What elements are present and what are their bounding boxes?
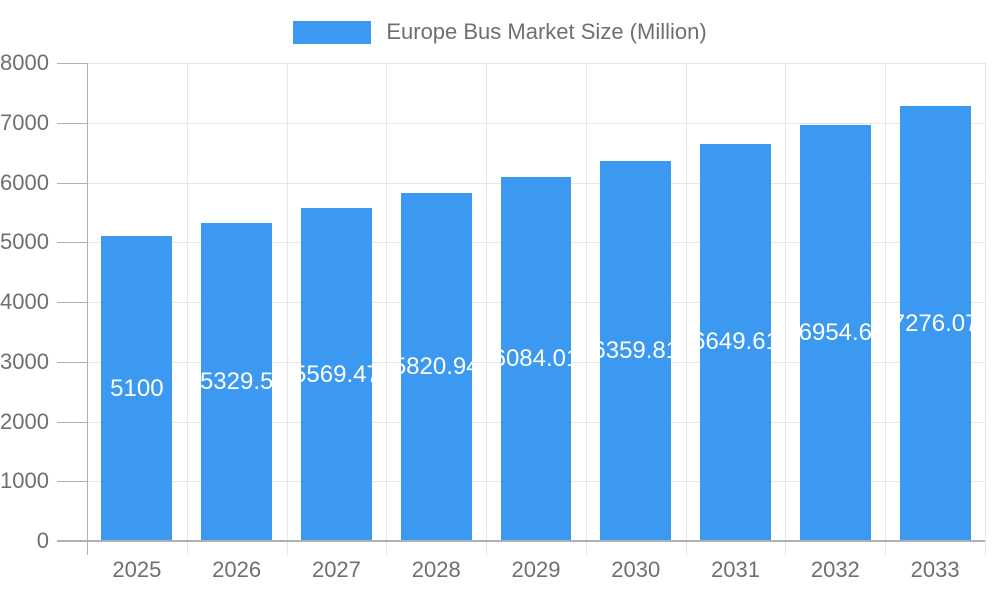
x-tick-label: 2027: [311, 557, 361, 582]
bar[interactable]: 6084.01: [500, 177, 572, 541]
x-tick-label: 2028: [411, 557, 461, 582]
y-tick-mark: [57, 481, 87, 483]
y-tick-label: 2000: [0, 408, 49, 434]
y-tick-mark: [57, 302, 87, 303]
x-gridline: [386, 63, 388, 555]
y-tick-label: 0: [36, 528, 49, 553]
x-tick-label: 2032: [810, 557, 860, 582]
x-gridline: [985, 63, 986, 555]
legend: Europe Bus Market Size (Million): [0, 19, 1000, 45]
bar-value-label: 6359.81: [600, 337, 671, 364]
bar[interactable]: 5569.47: [301, 208, 372, 541]
bar-value-label: 5820.94: [401, 353, 472, 381]
bar[interactable]: 5820.94: [400, 193, 472, 541]
x-gridline: [685, 63, 687, 555]
y-tick-label: 3000: [0, 348, 49, 374]
y-tick-label: 4000: [0, 289, 49, 314]
plot-area: 0 1000 2000 3000 4000 5000 6000 7000 8000 5100 202…: [0, 52, 986, 582]
bar[interactable]: 7276.07: [899, 106, 971, 541]
x-axis-line: [57, 540, 985, 542]
x-tick-label: 2031: [711, 557, 761, 582]
x-gridline: [585, 63, 587, 555]
x-gridline: [486, 63, 488, 555]
y-tick-label: 8000: [0, 50, 49, 75]
x-gridline: [785, 63, 787, 555]
x-tick-label: 2029: [511, 557, 561, 582]
y-gridline: [87, 63, 985, 64]
y-tick-mark: [57, 421, 87, 423]
y-tick-mark: [57, 63, 87, 64]
legend-swatch: [293, 20, 372, 44]
x-tick-label: 2026: [212, 557, 262, 582]
bar-value-label: 6649.61: [700, 328, 771, 356]
y-axis-line: [87, 63, 88, 555]
bar[interactable]: 5100: [101, 236, 173, 541]
y-tick-label: 7000: [0, 109, 49, 135]
bar-value-label: 7276.07: [900, 309, 971, 337]
x-gridline: [885, 63, 887, 555]
y-gridline: [87, 122, 985, 124]
y-tick-mark: [57, 242, 87, 244]
y-tick-mark: [57, 361, 87, 363]
bar[interactable]: 6359.81: [600, 161, 672, 541]
y-tick-mark: [57, 122, 87, 124]
x-tick-label: 2030: [611, 557, 661, 582]
bar-value-label: 6954.6: [799, 319, 871, 347]
x-gridline: [286, 63, 288, 555]
x-tick-label: 2025: [112, 557, 162, 582]
bar[interactable]: 6954.6: [799, 125, 871, 541]
bar[interactable]: 5329.5: [201, 222, 273, 541]
y-tick-label: 6000: [0, 169, 49, 195]
chart-title: Europe Bus Market Size (Million): [386, 19, 707, 44]
x-gridline: [186, 63, 188, 555]
x-tick-label: 2033: [910, 557, 960, 582]
bar-value-label: 5329.5: [201, 367, 273, 395]
bar[interactable]: 6649.61: [700, 143, 771, 541]
bar-value-label: 5100: [110, 374, 164, 402]
bar-value-label: 5569.47: [301, 360, 372, 388]
y-tick-label: 5000: [0, 229, 49, 255]
y-tick-mark: [57, 182, 87, 184]
legend-item[interactable]: Europe Bus Market Size (Million): [293, 19, 707, 45]
y-tick-label: 1000: [0, 468, 49, 494]
bar-value-label: 6084.01: [501, 345, 572, 373]
